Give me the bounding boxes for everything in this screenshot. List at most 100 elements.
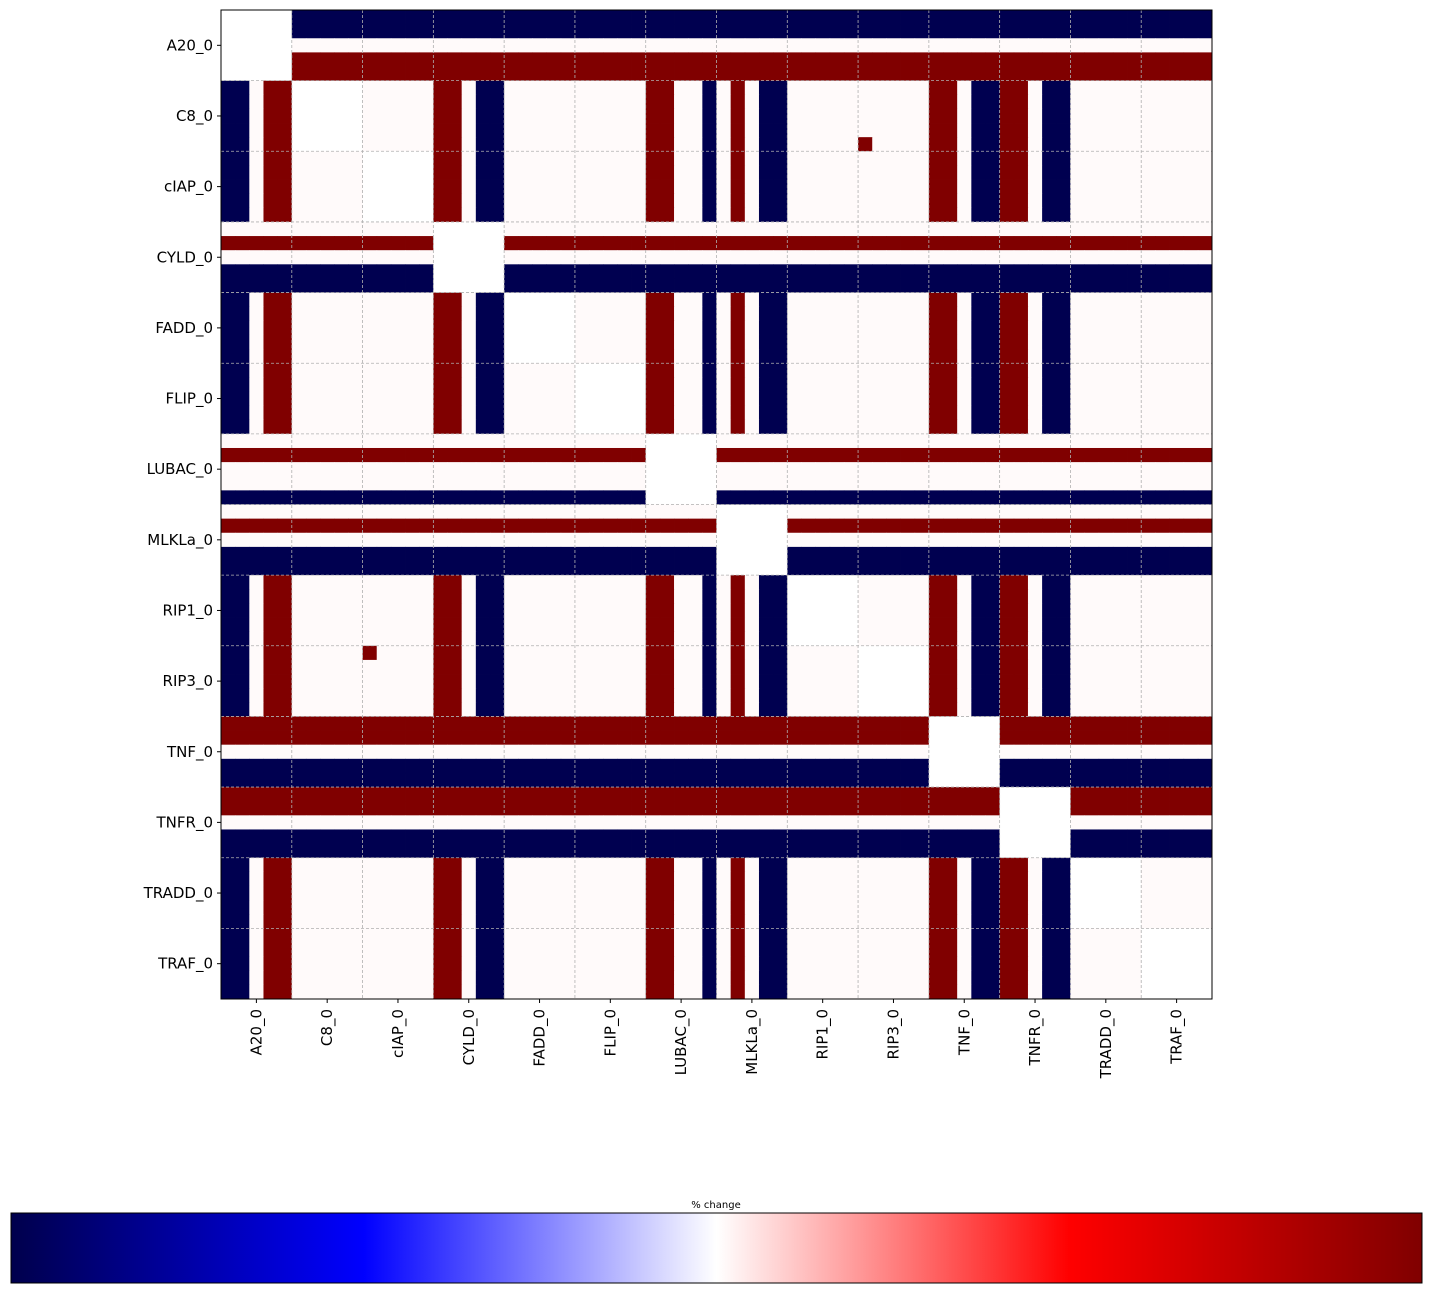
heatmap-cell (914, 137, 930, 152)
heatmap-cell (1013, 575, 1029, 590)
heatmap-cell (914, 179, 930, 195)
heatmap-cell (886, 857, 901, 873)
heatmap-cell (589, 363, 604, 378)
heatmap-cell (504, 603, 519, 618)
heatmap-cell (858, 956, 873, 972)
heatmap-cell (900, 433, 916, 449)
heatmap-cell (928, 645, 944, 661)
heatmap-cell (843, 38, 859, 53)
heatmap-cell (1169, 405, 1185, 421)
heatmap-cell (405, 250, 420, 265)
heatmap-cell (815, 674, 831, 689)
heatmap-cell (716, 575, 732, 590)
heatmap-cell (1056, 758, 1071, 774)
heatmap-cell (603, 631, 618, 647)
heatmap-cell (376, 38, 392, 53)
heatmap-cell (433, 462, 448, 477)
heatmap-cell (305, 306, 321, 322)
heatmap-cell (603, 589, 618, 604)
heatmap-cell (376, 504, 392, 520)
heatmap-cell (1197, 716, 1213, 731)
heatmap-cell (518, 419, 533, 435)
heatmap-cell (1042, 617, 1057, 633)
heatmap-cell (1056, 221, 1071, 237)
x-tick-label: TNF_0 (955, 1009, 974, 1056)
heatmap-cell (546, 518, 562, 534)
heatmap-cell (999, 984, 1015, 1000)
heatmap-cell (744, 80, 760, 96)
heatmap-cell (744, 334, 760, 350)
heatmap-cell (858, 349, 873, 364)
heatmap-cell (489, 575, 505, 590)
heatmap-cell (617, 688, 632, 703)
heatmap-cell (1098, 151, 1114, 166)
heatmap-cell (603, 10, 618, 25)
heatmap-cell (1070, 193, 1085, 209)
heatmap-cell (1098, 52, 1114, 67)
heatmap-cell (249, 462, 264, 477)
heatmap-cell (334, 490, 349, 505)
heatmap-cell (1112, 532, 1128, 548)
heatmap-cell (1056, 10, 1071, 25)
heatmap-cell (872, 716, 887, 731)
heatmap-cell (334, 405, 349, 421)
heatmap-cell (1112, 10, 1128, 25)
heatmap-cell (674, 165, 689, 180)
heatmap-cell (688, 24, 703, 39)
heatmap-cell (1027, 857, 1043, 873)
heatmap-cell (433, 306, 448, 322)
heatmap-cell (461, 250, 477, 265)
heatmap-cell (702, 490, 717, 505)
heatmap-cell (362, 278, 378, 293)
heatmap-cell (829, 419, 845, 435)
heatmap-cell (1042, 334, 1057, 350)
heatmap-cell (1141, 123, 1156, 138)
heatmap-cell (688, 589, 703, 604)
heatmap-cell (1027, 476, 1043, 491)
heatmap-cell (305, 179, 321, 195)
y-tick-label: cIAP_0 (164, 178, 213, 197)
heatmap-cell (645, 447, 661, 463)
heatmap-cell (702, 659, 717, 675)
heatmap-cell (560, 815, 576, 830)
heatmap-cell (1155, 603, 1170, 618)
heatmap-cell (971, 659, 986, 675)
heatmap-cell (843, 236, 859, 251)
heatmap-cell (320, 320, 335, 336)
heatmap-cell (758, 984, 774, 1000)
heatmap-cell (1112, 829, 1128, 844)
heatmap-cell (475, 137, 491, 152)
heatmap-cell (716, 829, 732, 844)
heatmap-cell (773, 787, 788, 802)
heatmap-cell (235, 956, 250, 972)
heatmap-cell (348, 193, 363, 209)
heatmap-cell (858, 24, 873, 39)
heatmap-cell (843, 659, 859, 675)
heatmap-cell (1127, 518, 1142, 534)
heatmap-cell (334, 984, 349, 1000)
heatmap-cell (390, 66, 406, 82)
heatmap-cell (758, 815, 774, 830)
heatmap-cell (263, 561, 279, 576)
heatmap-cell (362, 94, 378, 110)
heatmap-cell (1084, 462, 1100, 477)
heatmap-cell (730, 433, 746, 449)
heatmap-cell (405, 10, 420, 25)
heatmap-cell (1098, 716, 1114, 731)
heatmap-cell (603, 334, 618, 350)
heatmap-cell (843, 589, 859, 604)
heatmap-cell (716, 123, 732, 138)
heatmap-cell (334, 80, 349, 96)
heatmap-cell (1127, 716, 1142, 731)
heatmap-cell (489, 942, 505, 958)
heatmap-cell (1027, 871, 1043, 887)
heatmap-cell (688, 688, 703, 703)
heatmap-cell (971, 787, 986, 802)
heatmap-cell (334, 123, 349, 138)
heatmap-cell (362, 349, 378, 364)
heatmap-cell (928, 377, 944, 392)
y-axis-ticks: A20_0C8_0cIAP_0CYLD_0FADD_0FLIP_0LUBAC_0… (143, 36, 221, 974)
x-tick-label: RIP3_0 (884, 1009, 903, 1059)
heatmap-cell (1042, 857, 1057, 873)
heatmap-cell (815, 885, 831, 901)
